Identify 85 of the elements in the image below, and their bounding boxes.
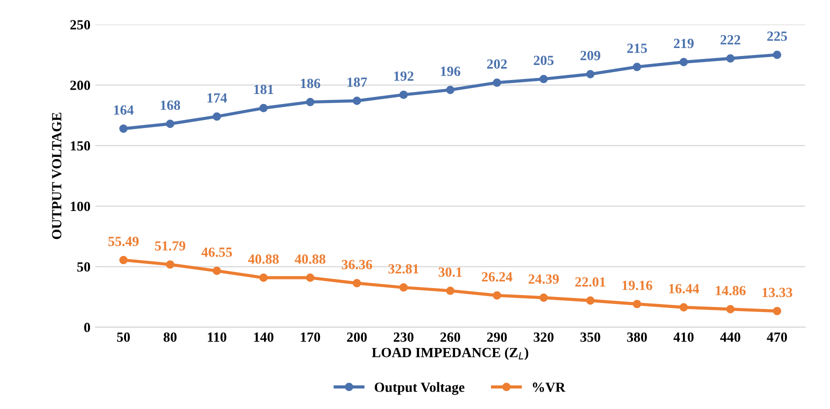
- x-tick-label: 410: [673, 332, 694, 342]
- point: [166, 120, 174, 128]
- point: [726, 305, 735, 314]
- x-tick-label: 170: [300, 332, 320, 342]
- point: [586, 70, 595, 78]
- data-label: 205: [534, 56, 554, 66]
- point: [632, 62, 642, 72]
- data-label: 196: [440, 66, 460, 76]
- x-tick-label: 470: [766, 332, 787, 342]
- data-label: 19.16: [622, 280, 652, 290]
- point: [586, 296, 595, 305]
- point: [166, 260, 174, 269]
- point: [680, 58, 688, 66]
- point: [399, 90, 408, 99]
- x-tick-label: 260: [440, 332, 460, 342]
- x-tick-label: 230: [394, 332, 414, 342]
- point: [772, 306, 782, 316]
- point: [306, 98, 314, 106]
- y-axis-title: OUTPUT VOLTAGE: [52, 112, 62, 240]
- y-tick-label: 0: [84, 322, 90, 332]
- point: [772, 50, 782, 59]
- x-tick-label: 110: [208, 332, 226, 342]
- point: [680, 303, 688, 312]
- point: [446, 286, 454, 295]
- legend-label: Output Voltage: [374, 382, 464, 395]
- y-tick-label: 150: [70, 141, 90, 151]
- data-label: 26.24: [482, 272, 512, 282]
- point: [212, 266, 222, 276]
- data-label: 46.55: [201, 248, 232, 257]
- data-label: 30.1: [438, 267, 462, 277]
- point: [492, 78, 502, 87]
- x-tick-label: 200: [347, 332, 367, 342]
- data-label: 192: [394, 71, 414, 81]
- data-label: 174: [208, 93, 227, 102]
- x-tick-label: 380: [627, 332, 647, 342]
- data-label: 215: [627, 44, 647, 53]
- y-tick-label: 50: [77, 262, 90, 272]
- point: [306, 274, 314, 282]
- point: [539, 294, 548, 302]
- data-label: 219: [674, 38, 694, 48]
- data-label: 32.81: [388, 264, 418, 274]
- data-label: 187: [348, 78, 367, 87]
- point: [492, 291, 502, 300]
- legend-label: %VR: [532, 382, 566, 392]
- point: [726, 54, 735, 63]
- y-tick-label: 100: [70, 202, 90, 212]
- data-label: 55.49: [108, 236, 139, 246]
- y-tick-label: 200: [70, 80, 90, 90]
- x-tick-label: 140: [254, 332, 274, 342]
- x-tick-label: 80: [164, 332, 177, 342]
- x-tick-label: 50: [117, 332, 130, 342]
- x-tick-label: 440: [720, 332, 740, 342]
- data-label: 14.86: [716, 286, 746, 296]
- data-label: 40.88: [294, 254, 326, 264]
- data-label: 36.36: [342, 260, 372, 270]
- data-label: 202: [487, 59, 507, 69]
- x-axis-title: LOAD IMPEDANCE (Z$_{L}$): [372, 347, 528, 360]
- point: [212, 112, 222, 121]
- point: [119, 256, 128, 264]
- data-label: 186: [300, 78, 320, 88]
- point: [446, 86, 454, 94]
- data-label: 168: [160, 100, 180, 110]
- y-tick-label: 250: [70, 20, 90, 30]
- data-label: 51.79: [155, 241, 186, 251]
- x-tick-label: 320: [534, 332, 554, 342]
- data-label: 209: [580, 50, 600, 60]
- point: [259, 274, 268, 282]
- data-label: 13.33: [762, 288, 792, 298]
- data-label: 225: [767, 32, 787, 41]
- data-label: 40.88: [248, 254, 279, 264]
- point: [119, 124, 128, 133]
- point: [539, 74, 548, 84]
- point: [399, 283, 408, 292]
- point: [259, 104, 268, 112]
- data-label: 222: [720, 35, 740, 44]
- data-label: 16.44: [669, 284, 700, 294]
- x-tick-label: 350: [580, 332, 600, 342]
- data-label: 24.39: [528, 274, 559, 284]
- data-label: 181: [254, 84, 274, 94]
- point: [632, 300, 642, 308]
- point: [352, 279, 362, 288]
- x-tick-label: 290: [487, 332, 507, 342]
- point: [352, 96, 362, 105]
- data-label: 22.01: [575, 277, 606, 287]
- data-label: 164: [114, 105, 134, 115]
